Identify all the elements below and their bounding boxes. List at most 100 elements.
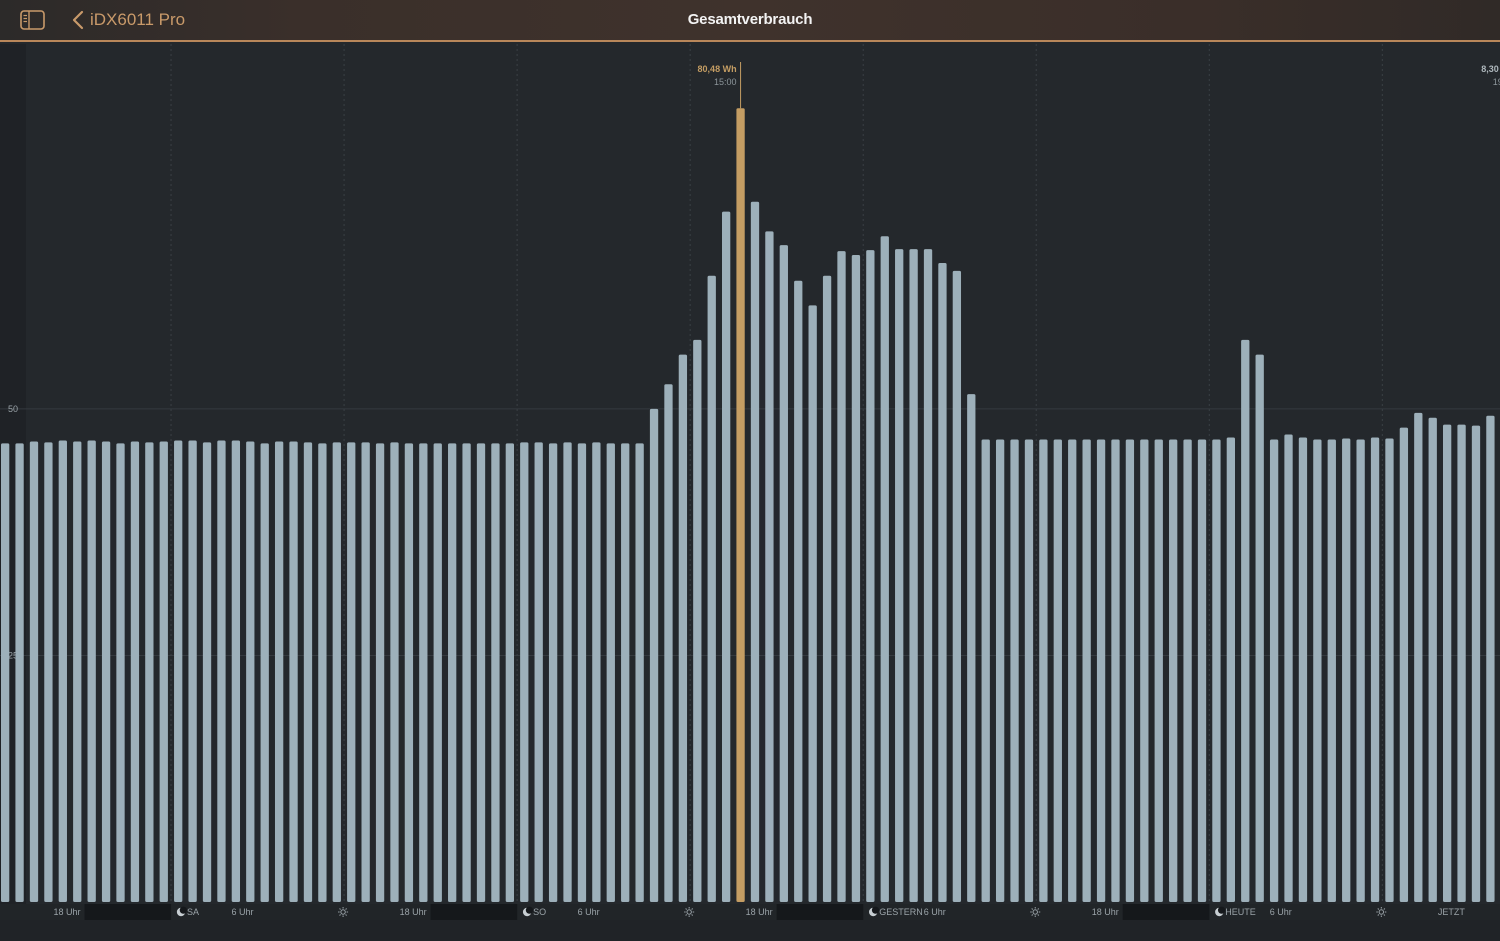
bar[interactable]	[1428, 417, 1437, 902]
bar[interactable]	[1154, 439, 1163, 902]
bar[interactable]	[404, 443, 414, 902]
bar[interactable]	[1356, 439, 1365, 902]
bar[interactable]	[332, 442, 341, 902]
bar[interactable]	[707, 275, 716, 902]
bar[interactable]	[29, 441, 39, 902]
bar[interactable]	[1125, 439, 1135, 902]
bar[interactable]	[231, 440, 241, 902]
bar[interactable]	[448, 443, 457, 902]
bar[interactable]	[1226, 437, 1235, 902]
bar[interactable]	[1068, 439, 1077, 902]
bar[interactable]	[1082, 439, 1091, 902]
bar[interactable]	[1024, 439, 1034, 902]
bar[interactable]	[116, 443, 125, 902]
bar[interactable]	[1111, 439, 1120, 902]
bar[interactable]	[866, 250, 875, 902]
bar[interactable]	[1486, 415, 1495, 902]
bar[interactable]	[505, 443, 514, 902]
bar[interactable]	[1414, 412, 1423, 902]
bar[interactable]	[548, 443, 558, 902]
bar[interactable]	[289, 441, 298, 902]
bar[interactable]	[534, 442, 543, 902]
bar[interactable]	[621, 443, 630, 902]
bar[interactable]	[923, 249, 933, 902]
bar[interactable]	[765, 231, 774, 903]
bar[interactable]	[217, 440, 226, 902]
bar[interactable]	[101, 441, 111, 902]
bar[interactable]	[1010, 439, 1019, 902]
bar[interactable]	[1284, 434, 1293, 902]
bar[interactable]	[664, 384, 673, 902]
bar[interactable]	[303, 442, 313, 902]
bar[interactable]	[1385, 438, 1394, 902]
bar[interactable]	[202, 442, 212, 902]
bar[interactable]	[606, 443, 615, 902]
bar[interactable]	[808, 305, 817, 902]
bar[interactable]	[649, 408, 659, 902]
bar[interactable]	[1039, 439, 1048, 902]
bar[interactable]	[491, 443, 500, 902]
bar[interactable]	[880, 236, 889, 902]
bar[interactable]	[1183, 439, 1192, 902]
bar[interactable]	[678, 354, 688, 903]
sidebar-toggle-icon[interactable]	[20, 10, 45, 30]
bar[interactable]	[952, 270, 962, 902]
bar[interactable]	[174, 440, 183, 902]
bar[interactable]	[361, 442, 370, 902]
bar[interactable]	[1342, 438, 1351, 902]
selected-bar[interactable]	[736, 108, 745, 903]
bar[interactable]	[1169, 439, 1178, 902]
bar[interactable]	[750, 201, 760, 903]
bar[interactable]	[15, 443, 24, 902]
bar[interactable]	[592, 442, 601, 902]
bar[interactable]	[462, 443, 471, 902]
bar[interactable]	[895, 249, 904, 902]
bar[interactable]	[967, 394, 976, 902]
bar[interactable]	[1096, 439, 1106, 902]
bar[interactable]	[837, 251, 846, 902]
bar[interactable]	[58, 440, 67, 902]
bar[interactable]	[390, 442, 399, 902]
bar[interactable]	[1197, 439, 1207, 902]
back-button[interactable]: iDX6011 Pro	[72, 6, 185, 34]
bar[interactable]	[1443, 424, 1452, 902]
bar[interactable]	[995, 439, 1005, 902]
bar[interactable]	[159, 441, 168, 902]
bar[interactable]	[1313, 439, 1322, 902]
bar[interactable]	[1327, 439, 1336, 902]
bar[interactable]	[274, 441, 284, 902]
bar[interactable]	[260, 443, 269, 902]
bar[interactable]	[1140, 439, 1149, 902]
bar[interactable]	[130, 441, 140, 902]
bar[interactable]	[476, 443, 486, 902]
bar[interactable]	[347, 442, 356, 902]
bar[interactable]	[1457, 424, 1466, 902]
bar[interactable]	[1298, 437, 1308, 902]
bar[interactable]	[44, 442, 53, 902]
bar[interactable]	[722, 211, 731, 903]
bar[interactable]	[851, 255, 861, 902]
bar[interactable]	[1370, 437, 1380, 902]
bar[interactable]	[246, 441, 255, 902]
bar[interactable]	[1053, 439, 1062, 902]
bar[interactable]	[1399, 427, 1409, 902]
bar[interactable]	[981, 439, 990, 902]
bar[interactable]	[419, 443, 428, 902]
bar[interactable]	[73, 441, 82, 902]
bar[interactable]	[1255, 354, 1264, 903]
bar[interactable]	[909, 249, 918, 902]
bar[interactable]	[1, 443, 10, 902]
bar[interactable]	[563, 442, 572, 902]
bar[interactable]	[1269, 439, 1279, 902]
bar[interactable]	[822, 275, 832, 902]
bar[interactable]	[794, 280, 803, 902]
bar[interactable]	[938, 262, 947, 902]
bar[interactable]	[1471, 425, 1481, 902]
bar[interactable]	[145, 442, 154, 902]
bar[interactable]	[779, 245, 788, 902]
consumption-bar-chart[interactable]: 25 50 80,48 Wh 15:00 8,30 Wh 19:00 18 Uhr SA 6 U…	[0, 44, 1500, 920]
bar[interactable]	[318, 443, 327, 902]
bar[interactable]	[577, 443, 587, 902]
bar[interactable]	[433, 443, 442, 902]
bar[interactable]	[693, 339, 702, 902]
